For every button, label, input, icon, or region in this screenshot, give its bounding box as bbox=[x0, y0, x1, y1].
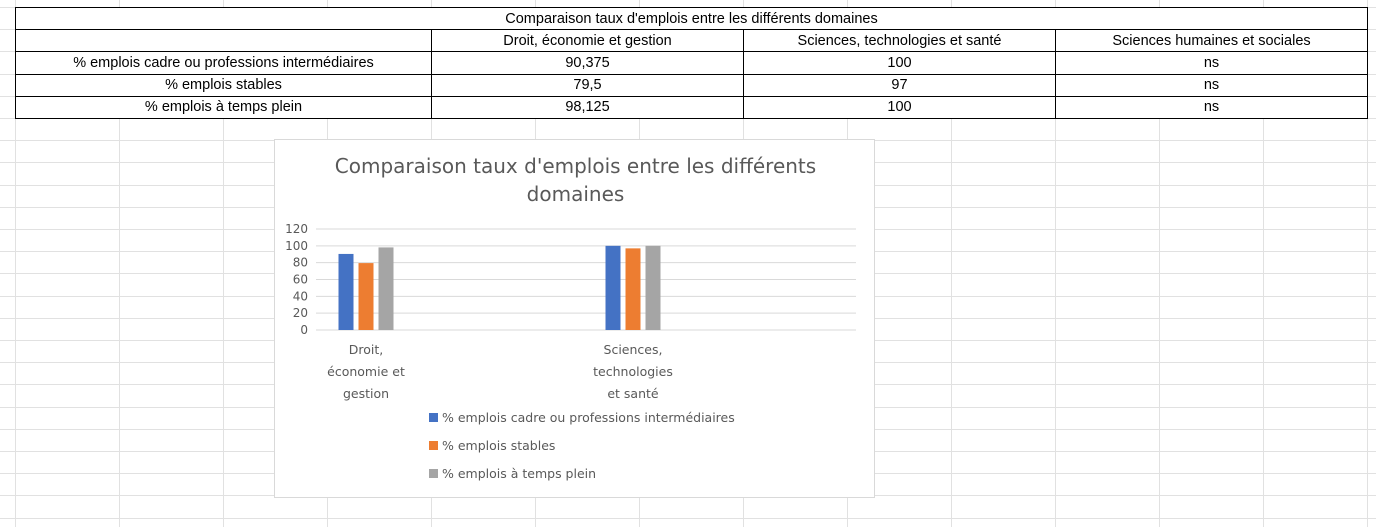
x-category-label: technologies bbox=[593, 364, 673, 379]
x-category-label: et santé bbox=[607, 386, 659, 401]
table-cell[interactable]: 100 bbox=[743, 95, 1056, 119]
table-cell[interactable]: ns bbox=[1055, 51, 1368, 75]
y-tick-label: 20 bbox=[293, 306, 308, 320]
chart-title-line: domaines bbox=[526, 182, 625, 206]
x-category-label: Droit, bbox=[349, 342, 384, 357]
table-cell[interactable]: 100 bbox=[743, 51, 1056, 75]
bar bbox=[378, 247, 394, 330]
table-cell[interactable]: 98,125 bbox=[431, 95, 744, 119]
chart-plot: 0 20 40 60 80 100 120 Droit, économie et gestion S… bbox=[285, 222, 856, 481]
y-tick-label: 40 bbox=[293, 289, 308, 303]
bar bbox=[358, 263, 374, 330]
table-header-cell[interactable]: Droit, économie et gestion bbox=[431, 29, 744, 53]
table-cell[interactable]: ns bbox=[1055, 95, 1368, 119]
y-tick-label: 100 bbox=[285, 239, 308, 253]
table-row: % emplois stables 79,5 97 ns bbox=[15, 73, 1368, 97]
table-header-cell[interactable] bbox=[15, 29, 432, 53]
x-category-label: Sciences, bbox=[604, 342, 663, 357]
y-tick-label: 60 bbox=[293, 273, 308, 287]
chart-title[interactable]: Comparaison taux d'emplois entre les dif… bbox=[275, 152, 876, 208]
table-header-row: Droit, économie et gestion Sciences, tec… bbox=[15, 29, 1368, 53]
data-table: Comparaison taux d'emplois entre les dif… bbox=[15, 6, 1368, 119]
x-category-label: économie et bbox=[327, 364, 405, 379]
legend-swatch bbox=[429, 413, 438, 422]
legend-entry: % emplois à temps plein bbox=[442, 466, 596, 481]
x-category-label: gestion bbox=[343, 386, 389, 401]
legend-entry: % emplois cadre ou professions intermédi… bbox=[442, 410, 735, 425]
table-title[interactable]: Comparaison taux d'emplois entre les dif… bbox=[15, 6, 1368, 31]
chart-title-line: Comparaison taux d'emplois entre les dif… bbox=[334, 154, 817, 178]
bar bbox=[338, 253, 354, 330]
bar bbox=[625, 248, 641, 330]
table-header-cell[interactable]: Sciences, technologies et santé bbox=[743, 29, 1056, 53]
table-row: % emplois à temps plein 98,125 100 ns bbox=[15, 95, 1368, 119]
table-cell[interactable]: % emplois à temps plein bbox=[15, 95, 432, 119]
legend-swatch bbox=[429, 441, 438, 450]
table-row: % emplois cadre ou professions intermédi… bbox=[15, 51, 1368, 75]
bar bbox=[605, 245, 621, 330]
table-cell[interactable]: 90,375 bbox=[431, 51, 744, 75]
table-cell[interactable]: ns bbox=[1055, 73, 1368, 97]
table-header-cell[interactable]: Sciences humaines et sociales bbox=[1055, 29, 1368, 53]
table-cell[interactable]: % emplois cadre ou professions intermédi… bbox=[15, 51, 432, 75]
y-tick-label: 80 bbox=[293, 256, 308, 270]
table-cell[interactable]: 79,5 bbox=[431, 73, 744, 97]
y-tick-label: 120 bbox=[285, 222, 308, 236]
legend-swatch bbox=[429, 469, 438, 478]
bar bbox=[645, 245, 661, 330]
table-cell[interactable]: 97 bbox=[743, 73, 1056, 97]
chart-area[interactable]: Comparaison taux d'emplois entre les dif… bbox=[274, 139, 875, 498]
table-cell[interactable]: % emplois stables bbox=[15, 73, 432, 97]
legend-entry: % emplois stables bbox=[442, 438, 555, 453]
y-tick-label: 0 bbox=[300, 323, 308, 337]
table-title-row: Comparaison taux d'emplois entre les dif… bbox=[15, 6, 1368, 31]
